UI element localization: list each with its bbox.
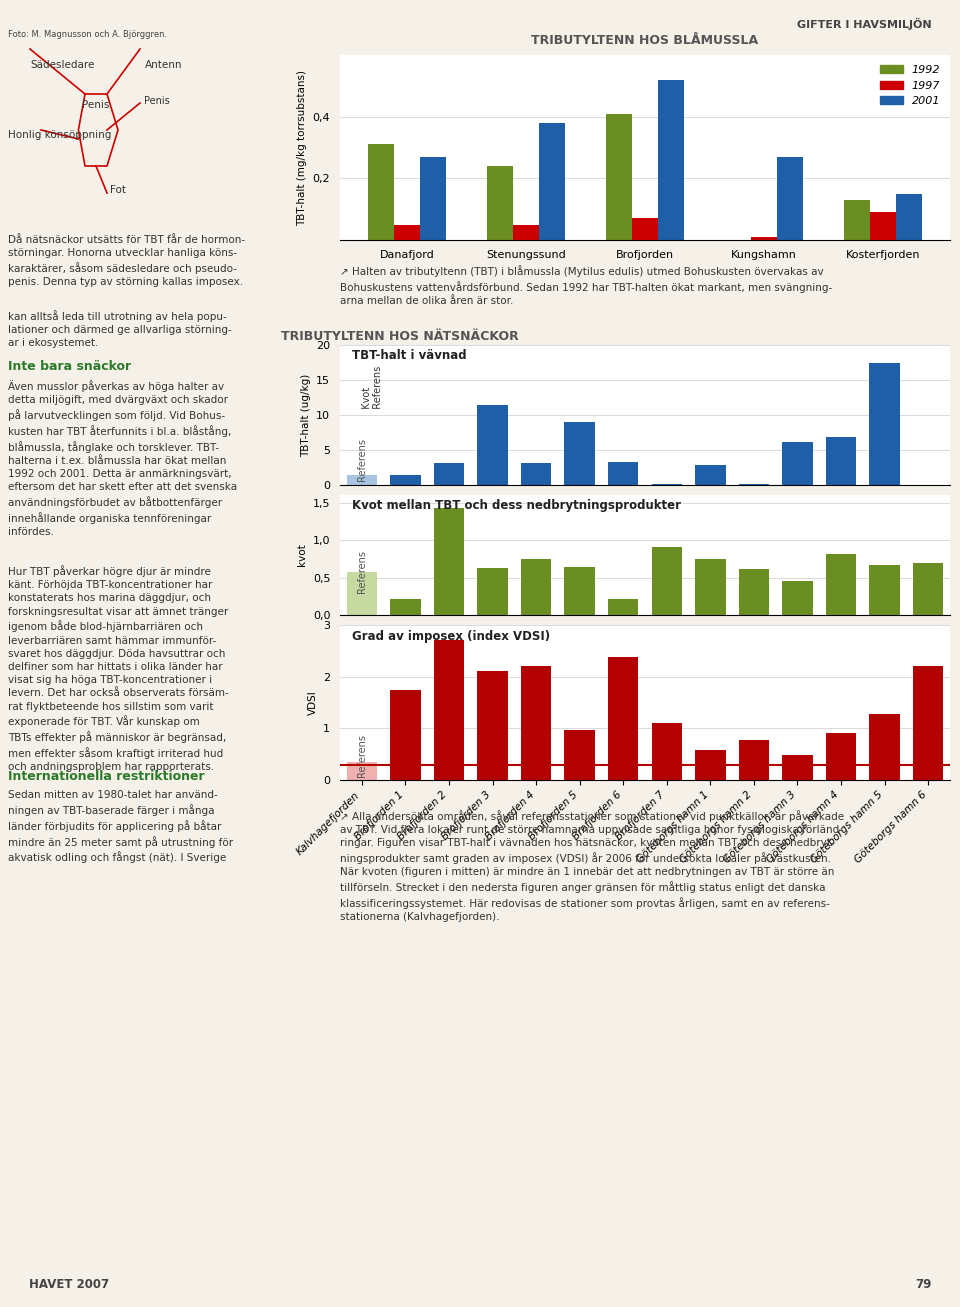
Bar <box>513 225 540 240</box>
Bar <box>564 567 595 616</box>
Text: ↗ Halten av tributyltenn (TBT) i blåmussla (Mytilus edulis) utmed Bohuskusten öv: ↗ Halten av tributyltenn (TBT) i blåmuss… <box>340 265 832 306</box>
Text: HAVET 2007: HAVET 2007 <box>29 1278 108 1291</box>
Text: Foto: M. Magnusson och A. Björggren.: Foto: M. Magnusson och A. Björggren. <box>8 30 167 39</box>
Text: Fot: Fot <box>110 186 126 195</box>
Text: Referens: Referens <box>357 695 367 738</box>
Bar <box>390 690 420 780</box>
Text: Honlig könsöppning: Honlig könsöppning <box>8 129 111 140</box>
Bar <box>368 144 394 240</box>
Bar <box>782 442 813 485</box>
Text: Sedan mitten av 1980-talet har använd-
ningen av TBT-baserade färger i många
län: Sedan mitten av 1980-talet har använd- n… <box>8 789 233 864</box>
Text: Antenn: Antenn <box>145 60 182 71</box>
Bar <box>521 463 551 485</box>
Text: Internationella restriktioner: Internationella restriktioner <box>8 770 204 783</box>
Bar <box>844 200 870 240</box>
Bar <box>652 723 682 780</box>
Bar <box>777 157 804 240</box>
Bar <box>652 546 682 616</box>
Bar <box>913 563 944 616</box>
Bar <box>347 571 377 616</box>
Text: Penis: Penis <box>144 97 170 106</box>
Bar <box>826 553 856 616</box>
Bar <box>564 731 595 780</box>
Text: Penis: Penis <box>82 101 109 110</box>
Bar <box>870 212 896 240</box>
Text: Då nätsnäckor utsätts för TBT får de hormon-
störningar. Honorna utvecklar hanli: Då nätsnäckor utsätts för TBT får de hor… <box>8 235 245 288</box>
Bar <box>608 599 638 616</box>
Bar <box>521 667 551 780</box>
Bar <box>394 225 420 240</box>
Bar <box>896 193 923 240</box>
Bar <box>347 762 377 780</box>
Bar <box>695 465 726 485</box>
Bar <box>434 507 465 616</box>
Y-axis label: TBT-halt (mg/kg torrsubstans): TBT-halt (mg/kg torrsubstans) <box>297 69 307 226</box>
Text: Även musslor påverkas av höga halter av
detta miljögift, med dvärgväxt och skado: Även musslor påverkas av höga halter av … <box>8 380 237 537</box>
Bar <box>347 474 377 485</box>
Bar <box>390 474 420 485</box>
Bar <box>564 422 595 485</box>
Text: Referens: Referens <box>357 549 367 592</box>
Bar <box>870 714 900 780</box>
Y-axis label: TBT-halt (ug/kg): TBT-halt (ug/kg) <box>300 374 311 456</box>
Text: ↗ Alla undersökta områden, såväl referensstationer som stationer vid punktkällor: ↗ Alla undersökta områden, såväl referen… <box>340 810 844 923</box>
Bar <box>751 237 777 240</box>
Title: TRIBUTYLTENN HOS BLÅMUSSLA: TRIBUTYLTENN HOS BLÅMUSSLA <box>532 34 758 47</box>
Text: Referens: Referens <box>357 438 367 481</box>
Bar <box>477 672 508 780</box>
Text: kan alltså leda till utrotning av hela popu-
lationer och därmed ge allvarliga s: kan alltså leda till utrotning av hela p… <box>8 310 231 348</box>
Bar <box>695 559 726 616</box>
Bar <box>434 640 465 780</box>
Text: Hur TBT påverkar högre djur är mindre
känt. Förhöjda TBT-koncentrationer har
kon: Hur TBT påverkar högre djur är mindre kä… <box>8 565 228 772</box>
Bar <box>608 461 638 485</box>
Bar <box>782 755 813 780</box>
Text: Sädesledare: Sädesledare <box>30 60 94 71</box>
Bar <box>738 569 769 616</box>
Y-axis label: VDSI: VDSI <box>307 690 318 715</box>
Bar <box>913 667 944 780</box>
Bar <box>826 733 856 780</box>
Bar <box>477 567 508 616</box>
Bar <box>870 362 900 485</box>
Bar <box>826 438 856 485</box>
Legend: 1992, 1997, 2001: 1992, 1997, 2001 <box>876 60 945 111</box>
Bar <box>540 123 565 240</box>
Text: GIFTER I HAVSMILJÖN: GIFTER I HAVSMILJÖN <box>797 18 931 30</box>
Bar <box>632 218 659 240</box>
Text: Kvot mellan TBT och dess nedbrytningsprodukter: Kvot mellan TBT och dess nedbrytningspro… <box>352 498 682 511</box>
Text: Inte bara snäckor: Inte bara snäckor <box>8 359 132 372</box>
Text: TBT-halt i vävnad: TBT-halt i vävnad <box>352 349 467 362</box>
Text: TRIBUTYLTENN HOS NÄTSNÄCKOR: TRIBUTYLTENN HOS NÄTSNÄCKOR <box>281 329 518 342</box>
Bar <box>390 599 420 616</box>
Text: 79: 79 <box>915 1278 931 1291</box>
Bar <box>606 114 632 240</box>
Bar <box>608 657 638 780</box>
Text: Grad av imposex (index VDSI): Grad av imposex (index VDSI) <box>352 630 550 643</box>
Bar <box>870 565 900 616</box>
Bar <box>420 157 446 240</box>
Y-axis label: kvot: kvot <box>298 544 307 566</box>
Bar <box>487 166 513 240</box>
Bar <box>659 80 684 240</box>
Bar <box>738 740 769 780</box>
Bar <box>477 404 508 485</box>
Bar <box>521 559 551 616</box>
Bar <box>695 749 726 780</box>
Bar <box>782 582 813 616</box>
Text: Kvot
  Referens: Kvot Referens <box>362 366 383 416</box>
Text: Referens: Referens <box>357 735 367 778</box>
Bar <box>434 463 465 485</box>
